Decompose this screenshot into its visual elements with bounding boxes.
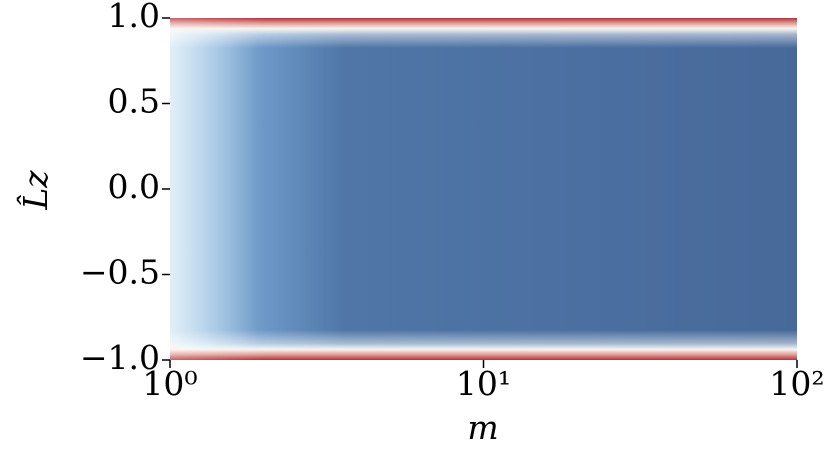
y-tick-label: 0.0 [108,167,160,206]
x-axis-label: m [467,408,498,447]
y-tick-label: 1.0 [108,0,160,35]
y-axis-label: L̂z [15,170,55,211]
x-tick-label: 10⁰ [142,364,197,403]
y-tick-label: −0.5 [80,253,160,292]
y-tick-label: −1.0 [80,338,160,377]
heatmap-field [170,18,797,360]
y-tick-label: 0.5 [108,82,160,121]
x-tick-label: 10¹ [456,364,511,403]
x-tick-label: 10² [769,364,824,403]
